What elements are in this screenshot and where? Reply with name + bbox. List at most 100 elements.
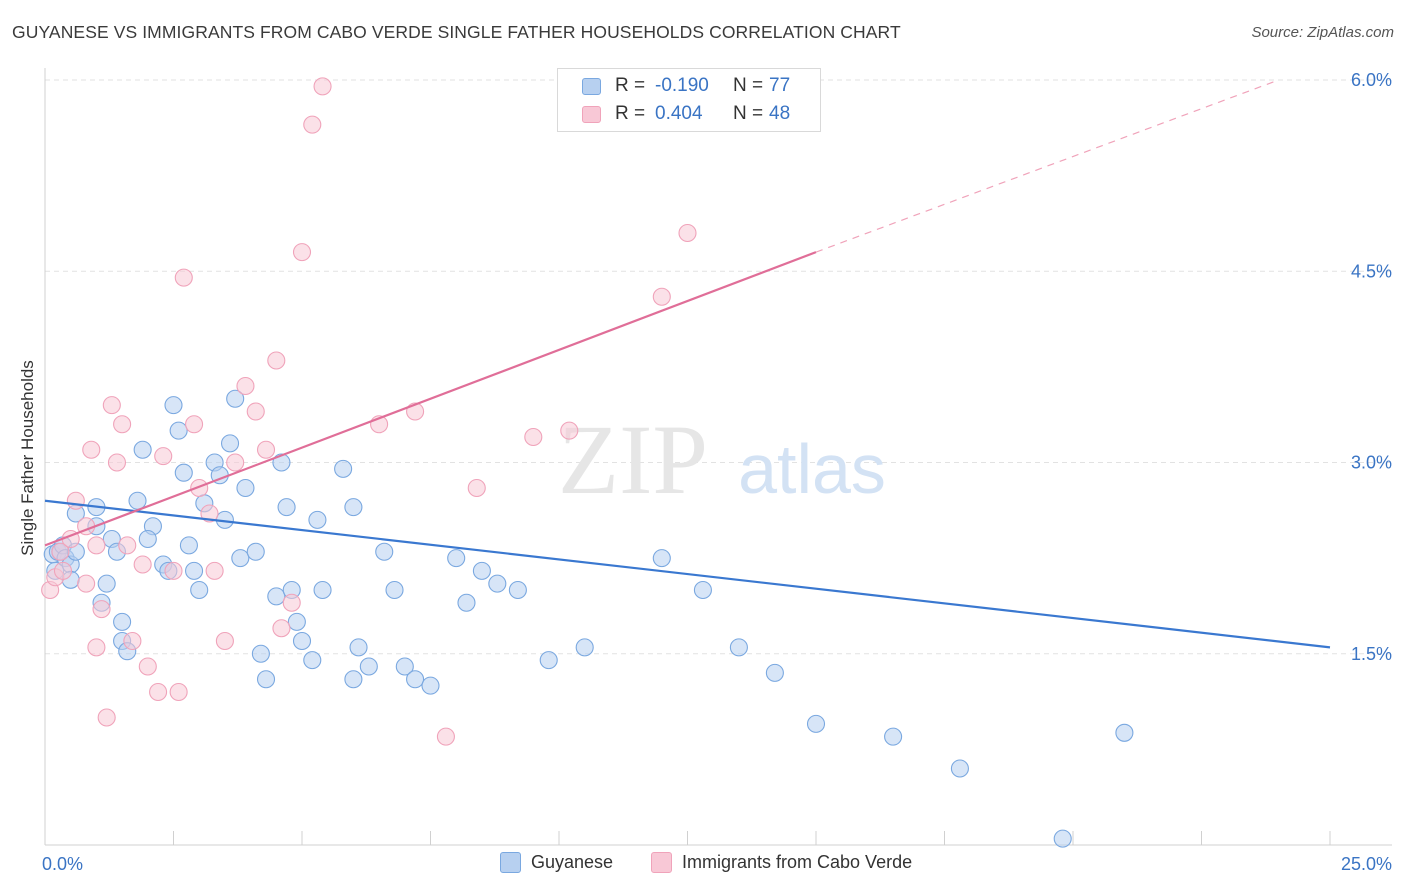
- data-point: [313, 77, 332, 96]
- x-tick-label: 25.0%: [1341, 854, 1392, 874]
- data-point: [395, 657, 414, 676]
- data-point: [190, 580, 209, 600]
- data-point: [806, 714, 826, 733]
- data-point: [236, 376, 255, 396]
- data-point: [236, 478, 255, 498]
- data-point: [97, 574, 116, 593]
- trend-line: [44, 499, 1331, 649]
- data-point: [226, 453, 245, 472]
- data-point: [97, 708, 116, 727]
- trend-lines: [44, 79, 1331, 649]
- data-point: [575, 638, 594, 657]
- bottom-legend-swatch-cabo-verde: [651, 852, 672, 873]
- legend-swatch-guyanese: [582, 77, 601, 95]
- data-point: [174, 268, 193, 287]
- data-point: [693, 580, 712, 600]
- data-point: [508, 580, 527, 600]
- bottom-legend-label-cabo-verde: Immigrants from Cabo Verde: [682, 852, 913, 872]
- data-point: [128, 491, 147, 510]
- data-point: [277, 498, 296, 517]
- legend-r-value: 0.404: [655, 103, 703, 124]
- data-point: [138, 657, 157, 676]
- data-point: [272, 453, 291, 472]
- data-point: [292, 243, 312, 262]
- y-tick-label: 1.5%: [1351, 644, 1392, 664]
- data-point: [256, 440, 276, 459]
- data-point: [678, 223, 697, 243]
- data-point: [267, 351, 286, 370]
- bottom-legend-label-guyanese: Guyanese: [531, 852, 614, 872]
- watermark-atlas: atlas: [738, 430, 886, 508]
- data-point: [107, 453, 127, 472]
- data-point: [92, 600, 111, 619]
- legend-r-value: -0.190: [655, 75, 709, 96]
- data-point: [51, 542, 70, 561]
- data-point: [560, 421, 579, 440]
- source-label: Source: ZipAtlas.com: [1251, 24, 1394, 41]
- trend-line: [44, 251, 817, 547]
- data-point: [292, 631, 312, 651]
- data-point: [169, 682, 188, 702]
- data-point: [447, 549, 466, 568]
- data-point: [256, 670, 276, 689]
- data-point: [66, 491, 85, 510]
- tick-labels: 1.5% 3.0% 4.5% 6.0% 0.0% 25.0%: [42, 70, 1392, 874]
- data-point: [226, 389, 245, 408]
- data-point: [652, 549, 671, 568]
- data-point: [385, 580, 404, 600]
- y-tick-label: 4.5%: [1351, 261, 1392, 281]
- data-point: [406, 670, 425, 689]
- data-point: [652, 287, 671, 306]
- data-point: [287, 612, 306, 631]
- bottom-legend-swatch-guyanese: [500, 852, 521, 873]
- trend-line-extension: [815, 79, 1279, 253]
- data-point: [950, 759, 969, 778]
- legend-n-value: 77: [769, 75, 791, 96]
- cabo-verde-series: [41, 77, 697, 746]
- data-point: [539, 651, 558, 670]
- data-point: [303, 651, 322, 670]
- data-point: [87, 638, 106, 657]
- data-point: [251, 644, 270, 663]
- watermark: ZIP atlas: [558, 404, 886, 515]
- data-point: [200, 504, 219, 523]
- data-point: [457, 593, 476, 612]
- data-point: [113, 612, 132, 631]
- data-point: [169, 421, 188, 440]
- data-point: [282, 593, 301, 612]
- data-point: [729, 638, 748, 657]
- x-tick-label: 0.0%: [42, 854, 83, 874]
- axes: [44, 68, 1392, 846]
- data-point: [436, 727, 455, 746]
- data-point: [472, 561, 491, 580]
- data-point: [246, 542, 265, 561]
- data-point: [375, 542, 394, 561]
- data-point: [349, 638, 368, 657]
- data-point: [313, 580, 332, 600]
- data-point: [421, 676, 440, 695]
- data-point: [467, 478, 486, 498]
- data-point: [334, 459, 353, 478]
- data-point: [185, 415, 204, 434]
- data-point: [303, 115, 322, 134]
- data-point: [359, 657, 378, 676]
- data-point: [1053, 829, 1072, 848]
- data-point: [231, 549, 250, 568]
- data-point: [87, 536, 106, 555]
- data-point: [267, 587, 286, 606]
- data-point: [220, 434, 240, 453]
- data-point: [82, 440, 101, 459]
- data-point: [246, 402, 265, 421]
- legend-n-label: N =: [733, 75, 764, 96]
- data-point: [215, 631, 234, 651]
- data-point: [344, 670, 363, 689]
- legend-r-label: R =: [615, 75, 646, 96]
- y-tick-label: 3.0%: [1351, 453, 1392, 473]
- legend-r-label: R =: [615, 103, 646, 124]
- bottom-legend-cabo-verde: Immigrants from Cabo Verde: [651, 852, 912, 873]
- data-point: [164, 561, 183, 580]
- data-point: [272, 619, 291, 638]
- chart-title: GUYANESE VS IMMIGRANTS FROM CABO VERDE S…: [12, 22, 901, 42]
- data-point: [138, 529, 157, 549]
